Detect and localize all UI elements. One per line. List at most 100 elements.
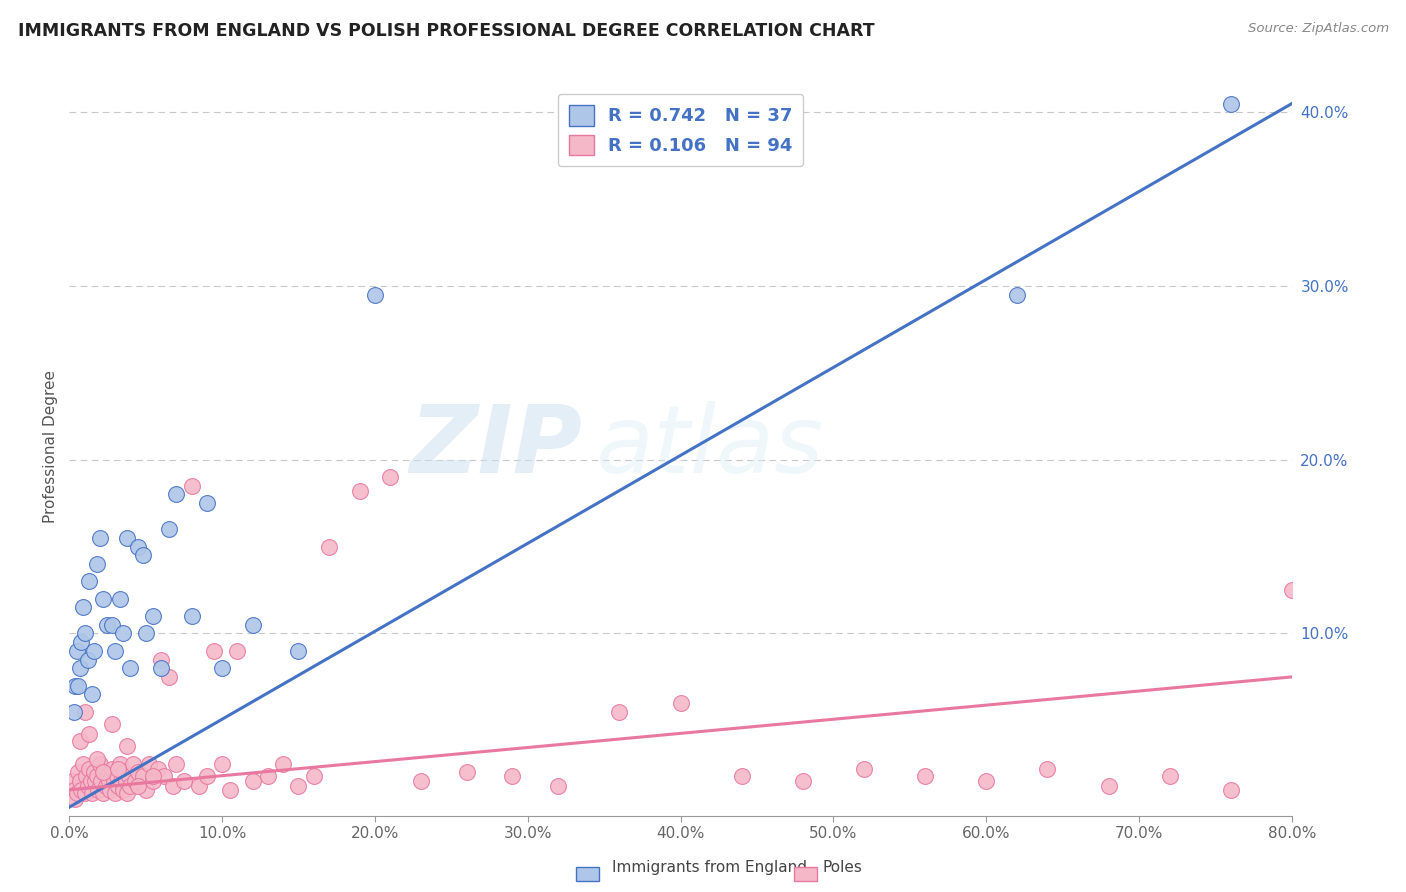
Point — [76, 780, 98, 794]
Point — [120, 661, 142, 675]
Point — [86, 557, 108, 571]
Point — [107, 780, 129, 794]
Point — [380, 470, 402, 484]
Point — [79, 774, 101, 789]
Point — [127, 765, 149, 780]
Point — [302, 769, 325, 783]
Point — [83, 644, 105, 658]
Point — [98, 774, 121, 789]
Point — [105, 769, 128, 783]
Y-axis label: Professional Degree: Professional Degree — [44, 370, 58, 524]
Point — [86, 751, 108, 765]
Point — [127, 780, 149, 794]
Point — [66, 786, 89, 800]
Point — [188, 780, 211, 794]
Point — [70, 635, 93, 649]
Point — [73, 786, 96, 800]
Point — [271, 756, 294, 771]
Point — [77, 762, 100, 776]
Point — [104, 644, 127, 658]
Point — [162, 780, 184, 794]
Point — [120, 780, 142, 794]
Text: Immigrants from England: Immigrants from England — [612, 861, 807, 875]
Point — [100, 782, 122, 797]
Text: atlas: atlas — [595, 401, 824, 492]
Text: IMMIGRANTS FROM ENGLAND VS POLISH PROFESSIONAL DEGREE CORRELATION CHART: IMMIGRANTS FROM ENGLAND VS POLISH PROFES… — [18, 22, 875, 40]
Point — [96, 769, 118, 783]
Point — [456, 765, 478, 780]
Point — [91, 765, 114, 780]
Point — [91, 591, 114, 606]
Point — [108, 756, 131, 771]
Point — [1219, 782, 1241, 797]
Point — [142, 609, 165, 624]
Point — [73, 626, 96, 640]
Point — [96, 617, 118, 632]
Point — [110, 774, 132, 789]
Point — [138, 756, 160, 771]
Point — [153, 769, 176, 783]
Point — [157, 670, 180, 684]
Point — [93, 765, 115, 780]
Point — [83, 765, 105, 780]
Point — [211, 756, 233, 771]
Point — [112, 765, 135, 780]
Text: Poles: Poles — [823, 861, 862, 875]
Point — [90, 774, 112, 789]
Point — [242, 774, 264, 789]
Point — [1159, 769, 1181, 783]
Point — [84, 774, 107, 789]
Legend: R = 0.742   N = 37, R = 0.106   N = 94: R = 0.742 N = 37, R = 0.106 N = 94 — [558, 94, 803, 166]
Point — [89, 756, 111, 771]
Point — [76, 652, 98, 666]
Point — [131, 769, 153, 783]
Text: Source: ZipAtlas.com: Source: ZipAtlas.com — [1249, 22, 1389, 36]
Point — [69, 734, 91, 748]
Point — [107, 762, 129, 776]
Point — [63, 705, 86, 719]
Point — [1097, 780, 1119, 794]
Point — [180, 609, 202, 624]
Point — [114, 774, 136, 789]
Point — [91, 786, 114, 800]
Point — [124, 774, 146, 789]
Text: ZIP: ZIP — [411, 401, 583, 492]
Point — [82, 687, 104, 701]
Point — [257, 769, 280, 783]
Point — [67, 679, 90, 693]
Point — [547, 780, 569, 794]
Point — [349, 483, 371, 498]
Point — [287, 644, 309, 658]
Point — [180, 479, 202, 493]
Point — [792, 774, 814, 789]
Point — [117, 739, 139, 754]
Point — [195, 496, 218, 510]
Point — [149, 661, 172, 675]
Point — [364, 287, 387, 301]
Point — [914, 769, 936, 783]
Point — [118, 769, 141, 783]
Point — [111, 626, 134, 640]
Point — [669, 696, 692, 710]
Point — [218, 782, 240, 797]
Point — [94, 780, 117, 794]
Point — [103, 774, 125, 789]
Point — [77, 574, 100, 589]
Point — [108, 591, 131, 606]
Point — [67, 765, 90, 780]
Point — [75, 769, 97, 783]
Point — [69, 661, 91, 675]
Point — [73, 705, 96, 719]
Point — [60, 774, 83, 789]
Point — [101, 716, 124, 731]
Point — [609, 705, 631, 719]
Point — [63, 782, 86, 797]
Point — [101, 617, 124, 632]
Point — [89, 531, 111, 545]
Point — [77, 727, 100, 741]
Point — [69, 774, 91, 789]
Point — [66, 644, 89, 658]
Point — [853, 762, 876, 776]
Point — [117, 786, 139, 800]
Point — [122, 756, 145, 771]
